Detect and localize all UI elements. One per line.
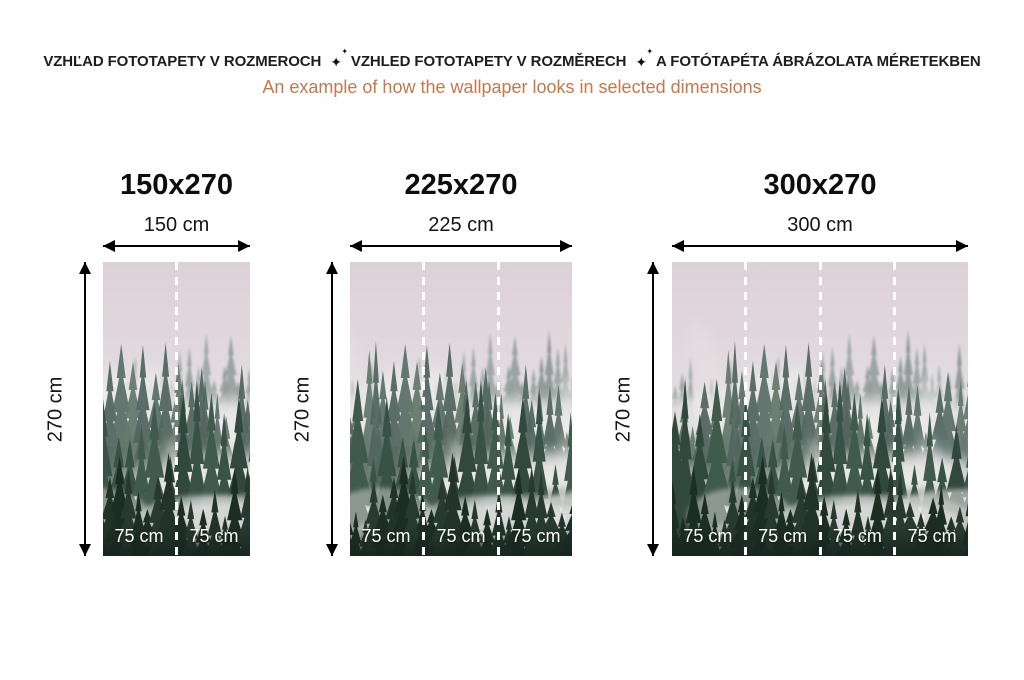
segment-width-label: 75 cm	[361, 526, 411, 546]
title-hungarian: A FOTÓTAPÉTA ÁBRÁZOLATA MÉRETEKBEN	[656, 53, 981, 70]
cut-line	[893, 262, 897, 556]
segment-grid: 75 cm 75 cm 75 cm	[350, 262, 572, 556]
width-arrow-icon	[103, 240, 250, 252]
segment-width-label: 75 cm	[832, 526, 882, 546]
panel-segment: 75 cm	[425, 262, 497, 556]
segment-width-label: 75 cm	[683, 526, 733, 546]
size-title: 225x270	[404, 169, 518, 201]
cut-line	[743, 262, 747, 556]
height-arrow-icon	[647, 262, 659, 556]
wallpaper-preview-225x270: 75 cm 75 cm 75 cm	[350, 262, 572, 556]
height-arrow-icon	[79, 262, 91, 556]
width-arrow-icon	[350, 240, 572, 252]
panel-segment: 75 cm	[500, 262, 572, 556]
panel-segment: 75 cm	[747, 262, 819, 556]
width-arrow-icon	[672, 240, 968, 252]
height-meter: 270 cm	[45, 262, 91, 556]
height-label: 270 cm	[291, 376, 314, 442]
segment-grid: 75 cm 75 cm	[103, 262, 250, 556]
segment-width-label: 75 cm	[907, 526, 957, 546]
segment-grid: 75 cm 75 cm 75 cm 75 cm	[672, 262, 968, 556]
width-meter: 300 cm	[672, 214, 968, 262]
size-title: 150x270	[120, 169, 233, 201]
height-label: 270 cm	[612, 376, 635, 442]
page-title: VZHĽAD FOTOTAPETY V ROZMEROCH ✦ ✦ VZHLED …	[0, 47, 1024, 71]
height-label-box: 270 cm	[282, 262, 324, 556]
panel-segment: 75 cm	[822, 262, 894, 556]
segment-width-label: 75 cm	[511, 526, 561, 546]
width-meter: 225 cm	[350, 214, 572, 262]
panel-segment: 75 cm	[672, 262, 744, 556]
width-label: 225 cm	[428, 214, 494, 236]
panel-segment: 75 cm	[896, 262, 968, 556]
height-arrow-icon	[326, 262, 338, 556]
panel-segment: 75 cm	[350, 262, 422, 556]
height-meter: 270 cm	[292, 262, 338, 556]
segment-width-label: 75 cm	[758, 526, 808, 546]
title-slovak: VZHĽAD FOTOTAPETY V ROZMEROCH	[43, 53, 322, 70]
sparkle-icon: ✦ ✦	[330, 47, 348, 71]
height-meter: 270 cm	[613, 262, 659, 556]
height-label: 270 cm	[44, 376, 67, 442]
size-title: 300x270	[763, 169, 877, 201]
segment-width-label: 75 cm	[114, 526, 164, 546]
cut-line	[422, 262, 425, 556]
wallpaper-preview-300x270: 75 cm 75 cm 75 cm 75 cm	[672, 262, 968, 556]
width-label: 150 cm	[143, 214, 210, 236]
height-label-box: 270 cm	[35, 262, 77, 556]
cut-line	[497, 262, 500, 556]
width-label: 300 cm	[787, 214, 853, 236]
cut-line	[818, 262, 822, 556]
panel-segment: 75 cm	[178, 262, 250, 556]
title-czech: VZHLED FOTOTAPETY V ROZMĚRECH	[350, 53, 627, 70]
wallpaper-preview-150x270: 75 cm 75 cm	[103, 262, 250, 556]
subtitle: An example of how the wallpaper looks in…	[262, 77, 762, 97]
sparkle-icon: ✦ ✦	[635, 47, 654, 71]
height-label-box: 270 cm	[603, 262, 645, 556]
segment-width-label: 75 cm	[189, 526, 239, 546]
cut-line	[175, 262, 178, 556]
segment-width-label: 75 cm	[436, 526, 486, 546]
width-meter: 150 cm	[103, 214, 250, 262]
panel-segment: 75 cm	[103, 262, 175, 556]
